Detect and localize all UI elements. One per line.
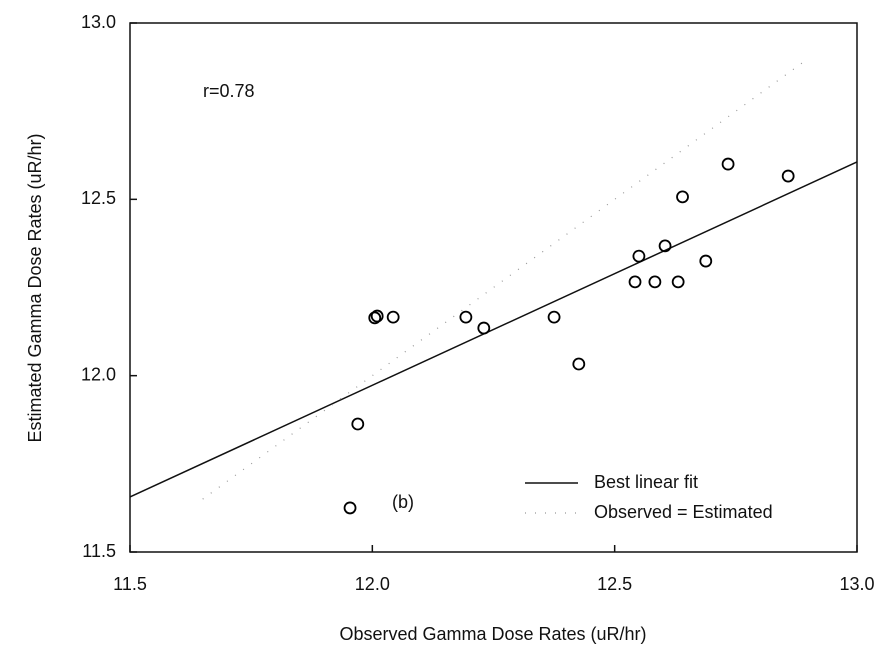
point — [671, 275, 685, 289]
point — [386, 310, 400, 324]
point — [370, 309, 384, 323]
y-axis-label: Estimated Gamma Dose Rates (uR/hr) — [25, 133, 45, 442]
point — [368, 311, 382, 325]
point — [721, 157, 735, 171]
point — [547, 310, 561, 324]
x-tick-label: 12.5 — [597, 574, 632, 594]
legend-label: Observed = Estimated — [594, 502, 773, 522]
x-axis-label: Observed Gamma Dose Rates (uR/hr) — [339, 624, 646, 644]
plot-frame — [129, 22, 858, 553]
point — [658, 239, 672, 253]
x-tick-label: 12.0 — [355, 574, 390, 594]
point — [572, 357, 586, 371]
y-tick-label: 12.0 — [81, 364, 116, 384]
y-tick-label: 12.5 — [81, 188, 116, 208]
x-tick-label: 13.0 — [839, 574, 874, 594]
point — [648, 275, 662, 289]
y-tick-label: 11.5 — [82, 541, 116, 561]
line — [202, 57, 809, 500]
point — [676, 190, 689, 204]
y-tick-label: 13.0 — [81, 12, 116, 32]
annotation: (b) — [392, 492, 414, 512]
legend-label: Best linear fit — [594, 472, 698, 492]
point — [781, 169, 795, 183]
annotation: r=0.78 — [203, 81, 255, 101]
point — [459, 310, 473, 324]
point — [477, 321, 491, 335]
point — [628, 275, 642, 289]
point — [351, 417, 365, 431]
point — [632, 249, 646, 263]
line — [129, 161, 858, 498]
x-tick-label: 11.5 — [113, 574, 147, 594]
point — [699, 254, 713, 268]
point — [343, 501, 357, 515]
